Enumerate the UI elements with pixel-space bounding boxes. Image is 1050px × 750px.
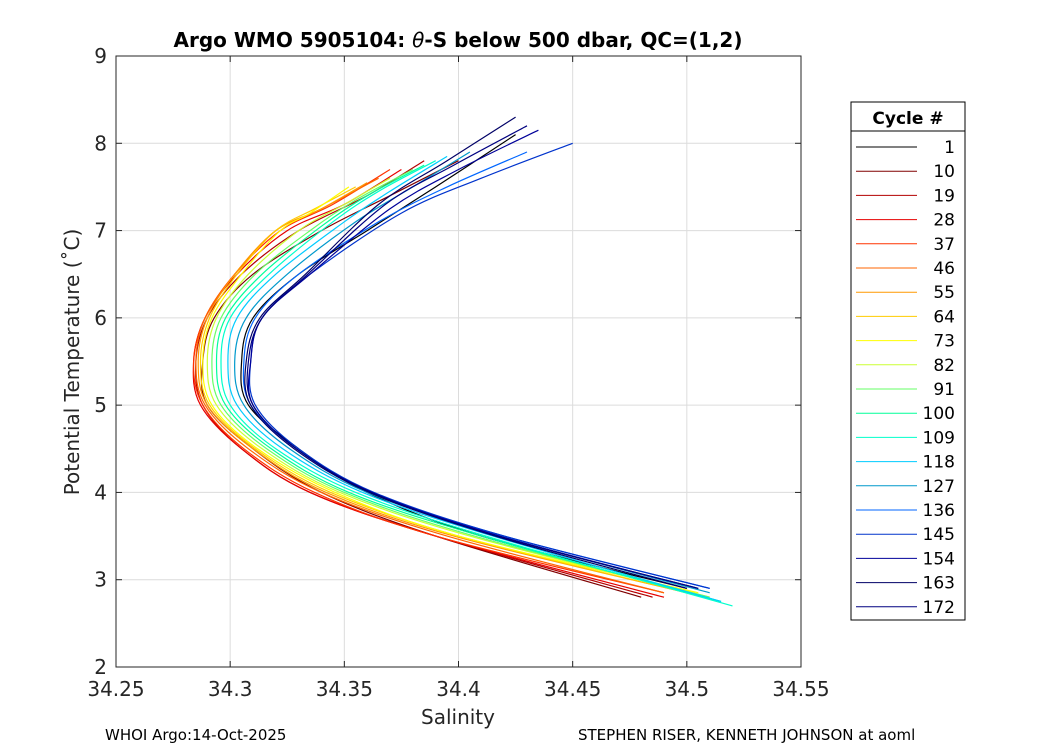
legend-label-cycle-91: 91 xyxy=(933,380,955,400)
y-tick-label: 8 xyxy=(94,131,107,155)
x-tick-label: 34.45 xyxy=(544,677,601,701)
x-tick-label: 34.3 xyxy=(208,677,253,701)
series-lines xyxy=(192,116,733,607)
x-tick-label: 34.4 xyxy=(436,677,481,701)
x-tick-label: 34.25 xyxy=(87,677,144,701)
y-tick-label: 7 xyxy=(94,219,107,243)
legend-box xyxy=(850,101,966,621)
x-tick-label: 34.55 xyxy=(772,677,829,701)
legend-label-cycle-64: 64 xyxy=(933,307,955,327)
footer-credit-left: WHOI Argo:14-Oct-2025 xyxy=(105,726,287,744)
y-tick-label: 3 xyxy=(94,568,107,592)
series-line-cycle-172 xyxy=(246,125,699,589)
legend-label-cycle-73: 73 xyxy=(933,332,955,352)
legend-title: Cycle # xyxy=(872,109,943,129)
x-axis-label: Salinity xyxy=(421,705,495,729)
legend-label-cycle-10: 10 xyxy=(933,162,955,182)
legend-label-cycle-118: 118 xyxy=(923,453,955,473)
series-line-cycle-154 xyxy=(247,129,699,589)
legend-label-cycle-82: 82 xyxy=(933,356,955,376)
legend-label-cycle-172: 172 xyxy=(923,598,955,618)
legend-label-cycle-28: 28 xyxy=(933,211,955,231)
x-tick-label: 34.35 xyxy=(316,677,373,701)
chart-title-theta: θ xyxy=(412,28,424,52)
legend-items: 1 10 19 28 37 46 55 64 73 82 91 100 109 118 127 136 145 1… xyxy=(856,138,955,618)
legend-label-cycle-127: 127 xyxy=(923,477,955,497)
legend-label-cycle-100: 100 xyxy=(923,404,955,424)
y-tick-label: 9 xyxy=(94,44,107,68)
y-tick-label: 2 xyxy=(94,655,107,679)
legend: Cycle # 1 10 19 28 37 46 55 64 73 82 91 100 109 118 12… xyxy=(850,101,966,621)
legend-label-cycle-55: 55 xyxy=(933,283,955,303)
legend-label-cycle-154: 154 xyxy=(923,549,955,569)
legend-label-cycle-46: 46 xyxy=(933,259,955,279)
legend-label-cycle-163: 163 xyxy=(923,574,955,594)
axis-ticks: 34.25 34.3 34.35 34.4 34.45 34.5 34.55 2 3 4 5 6 7 8 9 xyxy=(87,44,829,701)
series-line-cycle-109 xyxy=(220,160,733,607)
legend-label-cycle-1: 1 xyxy=(944,138,955,158)
x-tick-label: 34.5 xyxy=(665,677,710,701)
series-line-cycle-100 xyxy=(215,164,722,603)
legend-label-cycle-37: 37 xyxy=(933,235,955,255)
series-line-cycle-91 xyxy=(211,168,710,598)
legend-label-cycle-136: 136 xyxy=(923,501,955,521)
y-axis-label: Potential Temperature (˚C) xyxy=(60,229,84,496)
series-line-cycle-73 xyxy=(202,186,699,594)
series-line-cycle-82 xyxy=(206,177,710,598)
legend-label-cycle-19: 19 xyxy=(933,186,955,206)
legend-label-cycle-109: 109 xyxy=(923,428,955,448)
y-tick-label: 4 xyxy=(94,480,107,504)
chart-title: Argo WMO 5905104: θ-S below 500 dbar, QC… xyxy=(174,28,743,52)
chart-title-suffix: -S below 500 dbar, QC=(1,2) xyxy=(424,28,742,52)
y-tick-label: 6 xyxy=(94,306,107,330)
series-line-cycle-118 xyxy=(227,155,722,603)
legend-label-cycle-145: 145 xyxy=(923,525,955,545)
chart-title-prefix: Argo WMO 5905104: xyxy=(174,28,413,52)
footer-credit-right: STEPHEN RISER, KENNETH JOHNSON at aoml xyxy=(578,726,916,744)
y-tick-label: 5 xyxy=(94,393,107,417)
